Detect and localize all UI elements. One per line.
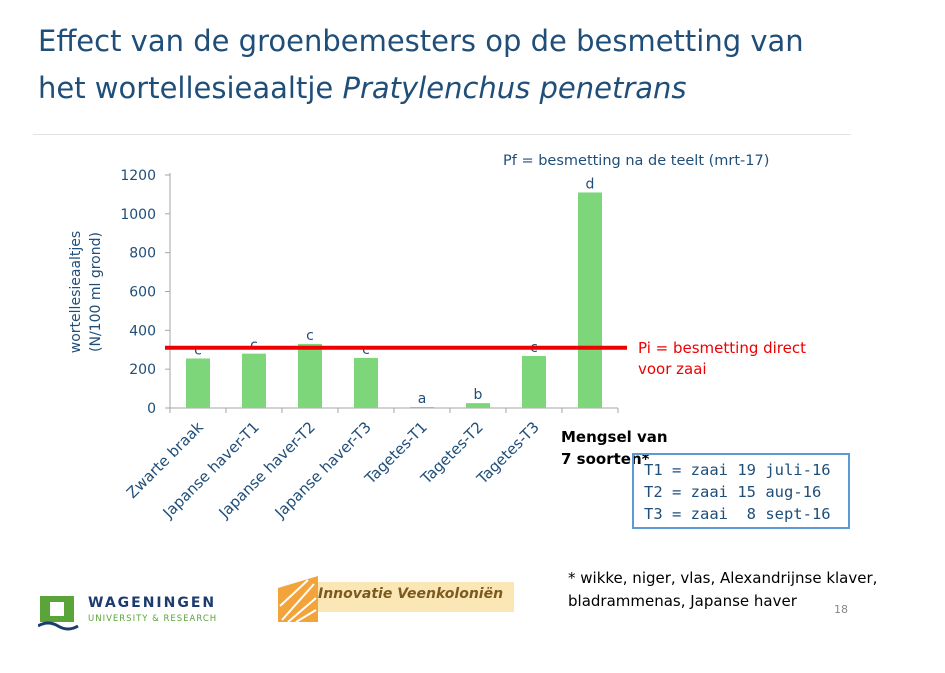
y-tick-label: 1000	[120, 207, 156, 223]
bar	[522, 355, 546, 408]
bar	[242, 353, 266, 408]
slide-number: 18	[834, 603, 848, 616]
significance-letter: a	[418, 391, 427, 407]
bar	[466, 403, 490, 408]
legend-line: T1 = zaai 19 juli-16	[644, 461, 831, 479]
significance-letter: c	[306, 328, 314, 344]
title-line-2: het wortellesieaaltje	[38, 71, 343, 105]
x-tick-label: Japanse haver-T1	[159, 418, 263, 522]
x-tick-label: Japanse haver-T2	[215, 418, 319, 522]
bar	[354, 357, 378, 408]
legend-line: T3 = zaai 8 sept-16	[644, 505, 831, 523]
title-species: Pratylenchus penetrans	[342, 71, 687, 105]
wageningen-mark-icon	[38, 596, 79, 631]
y-tick-label: 1200	[120, 168, 156, 184]
significance-letter: b	[474, 387, 483, 403]
wageningen-subtitle: UNIVERSITY & RESEARCH	[88, 614, 218, 624]
y-tick-label: 200	[129, 362, 156, 378]
innovatie-name: Innovatie Veenkoloniën	[318, 586, 504, 602]
significance-letter: d	[586, 176, 595, 192]
significance-letter: c	[194, 342, 202, 358]
footnote: * wikke, niger, vlas, Alexandrijnse klav…	[568, 569, 878, 610]
wageningen-logo: WAGENINGEN UNIVERSITY & RESEARCH	[38, 592, 238, 632]
mix-category-label: Mengsel van 7 soorten*	[561, 426, 668, 470]
title-divider	[33, 134, 851, 135]
y-axis-label-line-2: (N/100 ml grond)	[88, 232, 104, 352]
bar	[186, 358, 210, 408]
bar	[578, 192, 602, 408]
reference-label-line-2: voor zaai	[638, 360, 707, 378]
y-tick-label: 0	[147, 401, 156, 417]
innovatie-field-icon	[278, 576, 514, 623]
legend-line: T2 = zaai 15 aug-16	[644, 483, 822, 501]
wageningen-name: WAGENINGEN	[88, 595, 217, 611]
bar	[410, 407, 434, 408]
y-tick-label: 600	[129, 285, 156, 301]
significance-letter: c	[362, 342, 370, 358]
y-tick-label: 400	[129, 323, 156, 339]
mix-label-line-2: 7 soorten*	[561, 450, 650, 468]
bar	[298, 343, 322, 408]
y-tick-label: 800	[129, 246, 156, 262]
reference-label-line-1: Pi = besmetting direct	[638, 339, 806, 357]
y-axis-label-line-1: wortellesieaaltjes	[68, 231, 84, 353]
slide-title: Effect van de groenbemesters op de besme…	[38, 18, 918, 112]
sowing-date-legend: T1 = zaai 19 juli-16 T2 = zaai 15 aug-16…	[632, 453, 850, 529]
x-tick-label: Japanse haver-T3	[271, 418, 375, 522]
pf-annotation: Pf = besmetting na de teelt (mrt-17)	[503, 153, 769, 169]
innovatie-veenkolonien-logo: Innovatie Veenkoloniën	[278, 570, 518, 626]
mix-label-line-1: Mengsel van	[561, 428, 668, 446]
title-line-1: Effect van de groenbemesters op de besme…	[38, 24, 804, 58]
significance-letter: c	[250, 338, 258, 354]
